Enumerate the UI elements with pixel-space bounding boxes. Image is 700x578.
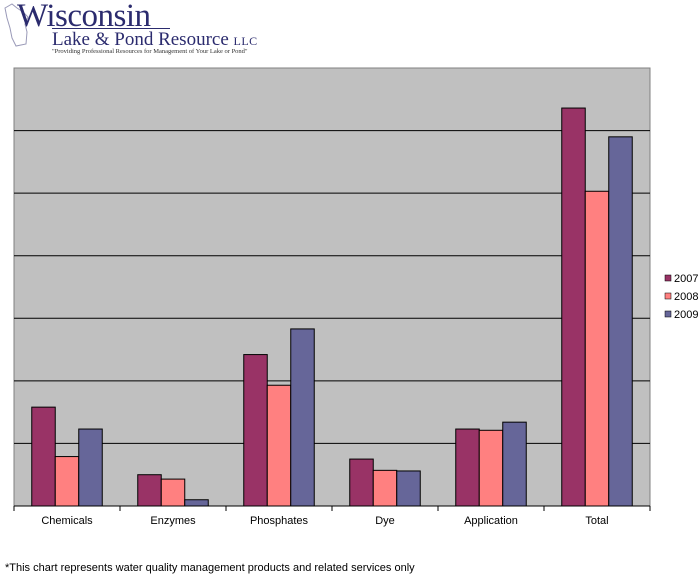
bar-2007-total xyxy=(561,107,586,507)
legend-swatch xyxy=(664,274,672,282)
footnote: *This chart represents water quality man… xyxy=(5,562,415,574)
bar-2008-dye xyxy=(372,469,398,507)
logo-rule xyxy=(52,28,170,29)
x-tick-label: Phosphates xyxy=(250,515,309,527)
logo-name-line2: Lake & Pond Resource LLC xyxy=(52,29,258,51)
logo-tagline: "Providing Professional Resources for Ma… xyxy=(52,48,248,55)
legend-label: 2009 xyxy=(674,309,698,321)
plot-area xyxy=(13,67,651,507)
bar-2008-total xyxy=(584,190,610,507)
bar-chart: Chemicals Enzymes Phosphates Dye Application… xyxy=(13,67,698,527)
bar-2009-phosphates xyxy=(290,328,315,507)
bar-2007-phosphates xyxy=(243,354,268,507)
x-tick-label: Total xyxy=(585,515,608,527)
logo-name-suffix: LLC xyxy=(233,34,258,48)
x-axis-labels: Chemicals Enzymes Phosphates Dye Application… xyxy=(41,515,608,527)
logo-name-main: Lake & Pond Resource xyxy=(52,29,229,50)
bars xyxy=(31,107,633,507)
bar-2009-dye xyxy=(396,470,421,507)
x-axis-ticks xyxy=(13,506,651,511)
bar-2009-total xyxy=(608,136,633,507)
company-logo: Wisconsin Lake & Pond Resource LLC "Prov… xyxy=(0,0,257,62)
bar-2007-enzymes xyxy=(137,474,162,507)
bar-2008-enzymes xyxy=(160,478,186,507)
legend: 2007 2008 2009 xyxy=(664,273,698,321)
bar-2007-chemicals xyxy=(31,406,56,507)
wisconsin-outline-icon xyxy=(4,3,29,47)
bar-2009-chemicals xyxy=(78,428,103,507)
x-tick-label: Enzymes xyxy=(150,515,196,527)
bar-2007-dye xyxy=(349,458,374,507)
x-tick-label: Application xyxy=(464,515,518,527)
legend-swatch xyxy=(664,310,672,318)
bar-2008-chemicals xyxy=(54,456,80,507)
bar-2009-application xyxy=(502,421,527,507)
bar-2008-phosphates xyxy=(266,384,292,507)
x-tick-label: Dye xyxy=(375,515,395,527)
bar-2009-enzymes xyxy=(184,499,209,507)
bar-2008-application xyxy=(478,429,504,507)
legend-label: 2008 xyxy=(674,291,698,303)
legend-label: 2007 xyxy=(674,273,698,285)
legend-swatch xyxy=(664,292,672,300)
gridlines xyxy=(14,130,650,444)
bar-2007-application xyxy=(455,428,480,507)
x-tick-label: Chemicals xyxy=(41,515,93,527)
